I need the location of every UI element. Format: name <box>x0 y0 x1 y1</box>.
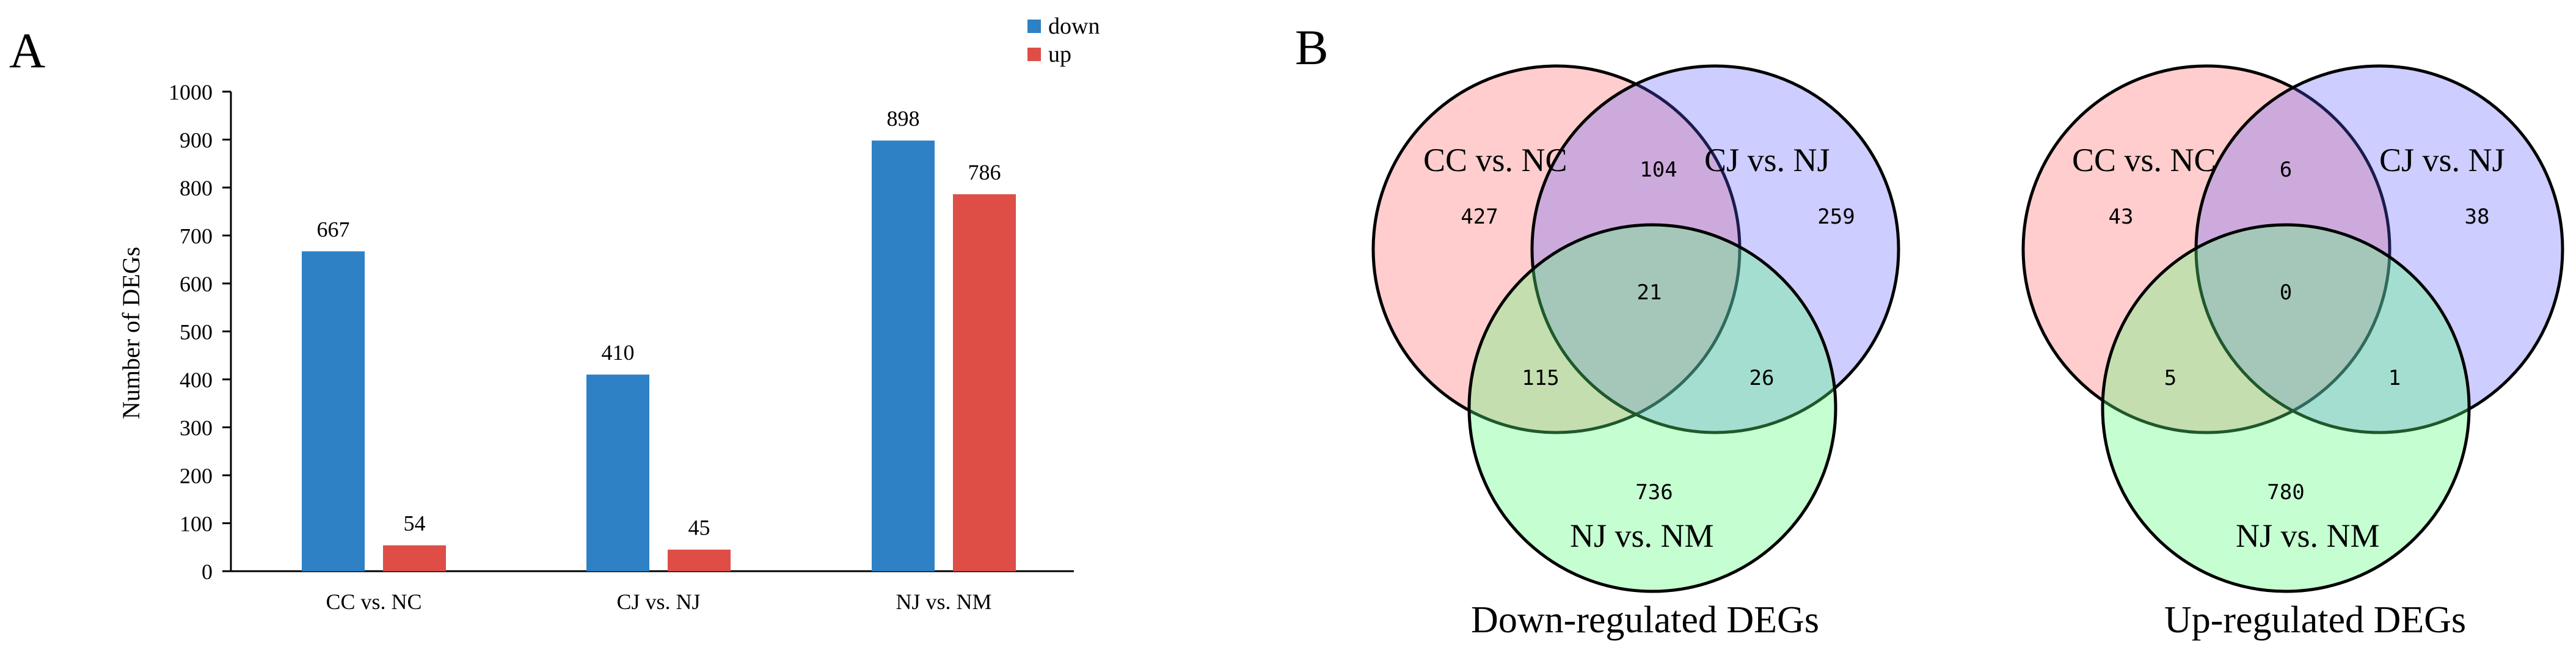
bar-label-up-0: 54 <box>404 511 426 536</box>
venn-down-count-bc: 26 <box>1750 366 1775 390</box>
bar-data-labels: 667 410 898 54 45 786 <box>317 106 1001 540</box>
legend-label-up: up <box>1048 42 1071 67</box>
bar-up-0 <box>383 545 446 571</box>
venn-down-count-ac: 115 <box>1522 366 1559 390</box>
x-tick-label: CJ vs. NJ <box>616 590 700 614</box>
y-tick-label: 700 <box>180 224 213 249</box>
venn-up-label-cc-nc: CC vs. NC <box>2072 142 2216 178</box>
legend-swatch-down <box>1027 20 1041 33</box>
venn-down-title: Down-regulated DEGs <box>1471 599 1819 641</box>
venn-up-count-b-only: 38 <box>2465 205 2490 229</box>
y-tick-label: 600 <box>180 272 213 296</box>
bar-series <box>302 141 1016 571</box>
venn-down-count-b-only: 259 <box>1817 205 1855 229</box>
venn-up-count-ab: 6 <box>2280 158 2292 182</box>
venn-up-count-c-only: 780 <box>2267 480 2304 505</box>
venn-down-label-cc-nc: CC vs. NC <box>1423 142 1567 178</box>
venn-down-circle-cc-nc <box>1371 64 1742 434</box>
venn-up-count-ac: 5 <box>2164 366 2176 390</box>
venn-down-circle-cj-nj <box>1530 64 1900 434</box>
venn-down-count-abc: 21 <box>1637 280 1662 305</box>
venn-up-title: Up-regulated DEGs <box>2164 599 2466 641</box>
x-axis-tick-labels: CC vs. NC CJ vs. NJ NJ vs. NM <box>326 590 991 614</box>
y-axis-label: Number of DEGs <box>117 247 145 419</box>
y-axis-ticks: 0 100 200 300 400 500 600 700 800 900 1000 <box>169 80 231 584</box>
y-tick-label: 200 <box>180 464 213 488</box>
legend-label-down: down <box>1048 13 1100 39</box>
y-tick-label: 900 <box>180 128 213 153</box>
x-tick-label: NJ vs. NM <box>896 590 991 614</box>
venn-up-label-cj-nj: CJ vs. NJ <box>2379 142 2505 178</box>
venn-up-count-abc: 0 <box>2280 280 2292 305</box>
y-tick-label: 500 <box>180 320 213 345</box>
y-tick-label: 300 <box>180 416 213 440</box>
venn-down-label-cj-nj: CJ vs. NJ <box>1704 142 1830 178</box>
venn-up-circle-nj-nm <box>2101 223 2471 593</box>
legend-swatch-up <box>1027 48 1041 61</box>
venn-down-label-nj-nm: NJ vs. NM <box>1570 517 1714 554</box>
bar-label-down-2: 898 <box>887 106 920 131</box>
venn-up-count-bc: 1 <box>2388 366 2401 390</box>
y-tick-label: 100 <box>180 512 213 536</box>
bar-down-1 <box>586 374 649 571</box>
venn-up: CC vs. NC CJ vs. NJ NJ vs. NM 43 6 38 0 … <box>2021 64 2564 641</box>
panel-label-a: A <box>9 23 45 78</box>
venn-down-count-ab: 104 <box>1640 158 1677 182</box>
venn-up-label-nj-nm: NJ vs. NM <box>2236 517 2380 554</box>
legend: down up <box>1027 13 1100 67</box>
venn-down-count-a-only: 427 <box>1461 205 1498 229</box>
venn-down: CC vs. NC CJ vs. NJ NJ vs. NM 427 104 25… <box>1371 64 1900 641</box>
venn-down-circle-nj-nm <box>1467 223 1837 593</box>
bar-down-0 <box>302 251 365 571</box>
bar-chart: 0 100 200 300 400 500 600 700 800 900 1000 667 410 8… <box>117 13 1100 614</box>
y-tick-label: 0 <box>202 560 213 584</box>
x-tick-label: CC vs. NC <box>326 590 421 614</box>
y-tick-label: 1000 <box>169 80 213 104</box>
bar-label-down-0: 667 <box>317 217 350 241</box>
y-tick-label: 800 <box>180 176 213 200</box>
y-tick-label: 400 <box>180 368 213 392</box>
bar-label-down-1: 410 <box>602 340 635 365</box>
venn-down-count-c-only: 736 <box>1635 480 1673 505</box>
bar-up-2 <box>953 194 1016 571</box>
bar-label-up-2: 786 <box>968 160 1001 184</box>
bar-down-2 <box>872 141 935 571</box>
venn-up-count-a-only: 43 <box>2109 205 2134 229</box>
bar-label-up-1: 45 <box>688 516 710 540</box>
panel-label-b: B <box>1295 20 1329 75</box>
bar-up-1 <box>668 549 731 571</box>
